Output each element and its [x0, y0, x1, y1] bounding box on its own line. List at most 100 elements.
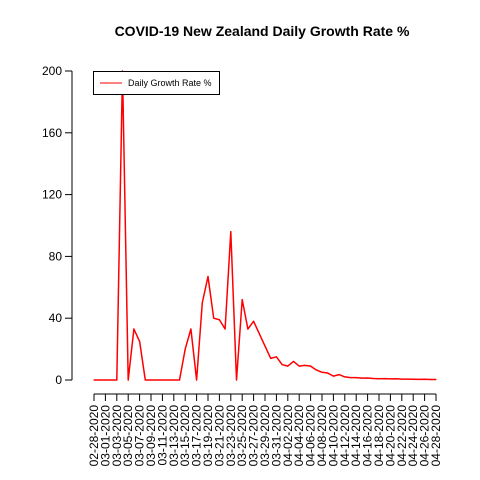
x-tick-label: 04-08-2020 [315, 405, 329, 467]
x-tick-label: 03-17-2020 [190, 405, 204, 467]
data-point [150, 379, 152, 381]
data-point [230, 231, 232, 233]
data-point [139, 340, 141, 342]
series-line [94, 70, 436, 381]
data-point [310, 365, 312, 367]
x-tick-label: 03-31-2020 [269, 405, 283, 467]
data-point [213, 317, 215, 319]
data-point [298, 365, 300, 367]
x-tick-label: 03-09-2020 [144, 405, 158, 467]
data-point [110, 379, 112, 381]
x-tick-label: 04-20-2020 [383, 405, 397, 467]
x-tick-label: 04-24-2020 [406, 405, 420, 467]
x-tick-label: 03-19-2020 [201, 405, 215, 467]
data-point [389, 378, 391, 380]
data-point [281, 363, 283, 366]
data-point [161, 379, 163, 381]
data-point [207, 275, 209, 278]
data-point [196, 379, 198, 381]
data-point [116, 379, 118, 381]
data-point [292, 360, 295, 363]
data-point [412, 378, 414, 380]
x-tick-label: 04-16-2020 [361, 405, 375, 467]
data-point [355, 377, 357, 379]
x-axis: 02-28-202003-01-202003-03-202003-05-2020… [87, 393, 443, 467]
y-tick-label: 80 [49, 249, 63, 263]
data-point [264, 345, 266, 347]
x-tick-label: 04-02-2020 [281, 405, 295, 467]
data-point [258, 333, 260, 335]
data-point [93, 379, 95, 381]
data-point [133, 328, 135, 330]
x-tick-label: 03-01-2020 [98, 405, 112, 467]
x-tick-label: 04-10-2020 [326, 405, 340, 467]
data-point [378, 378, 380, 380]
x-tick-label: 03-27-2020 [247, 405, 261, 467]
data-point [418, 378, 420, 380]
legend-box [93, 71, 220, 95]
data-point [201, 302, 203, 304]
data-point [429, 378, 431, 381]
x-tick-label: 03-03-2020 [110, 405, 124, 467]
data-point [190, 328, 192, 330]
data-point [395, 378, 397, 380]
data-point [327, 372, 329, 374]
y-tick-label: 160 [42, 126, 62, 140]
chart-title: COVID-19 New Zealand Daily Growth Rate % [115, 23, 410, 39]
x-tick-label: 04-06-2020 [304, 405, 318, 467]
x-tick-label: 04-28-2020 [429, 405, 443, 467]
data-point [235, 379, 238, 381]
data-point [275, 356, 277, 358]
data-point [173, 379, 175, 381]
data-point [384, 378, 386, 380]
data-point [241, 299, 243, 301]
x-tick-label: 02-28-2020 [87, 405, 101, 467]
y-tick-label: 200 [42, 64, 62, 78]
x-tick-label: 03-15-2020 [178, 405, 192, 467]
x-tick-label: 04-12-2020 [338, 405, 352, 467]
data-point [321, 371, 323, 373]
data-point [224, 328, 226, 330]
data-point [344, 376, 346, 378]
x-tick-label: 04-26-2020 [418, 405, 432, 467]
x-tick-label: 03-05-2020 [121, 405, 135, 467]
x-tick-label: 03-21-2020 [212, 405, 226, 467]
data-point [270, 357, 272, 359]
data-point [184, 348, 186, 350]
data-point [332, 375, 334, 377]
x-tick-label: 04-22-2020 [395, 405, 409, 467]
data-point [287, 365, 289, 367]
data-point [253, 320, 255, 322]
data-point [349, 377, 352, 379]
legend: Daily Growth Rate % [93, 71, 220, 95]
plot-area [93, 70, 437, 381]
data-point [315, 369, 317, 371]
x-tick-label: 03-07-2020 [133, 405, 147, 467]
data-point [144, 379, 146, 381]
x-tick-label: 04-14-2020 [349, 405, 363, 467]
data-point [99, 379, 101, 381]
y-tick-label: 40 [49, 311, 63, 325]
data-point [435, 378, 437, 381]
data-point [178, 379, 181, 381]
data-point [247, 328, 249, 330]
legend-label: Daily Growth Rate % [128, 78, 212, 88]
x-tick-label: 04-18-2020 [372, 405, 386, 467]
x-tick-label: 04-04-2020 [292, 405, 306, 467]
data-point [218, 319, 220, 321]
x-tick-label: 03-29-2020 [258, 405, 272, 467]
data-point [361, 377, 363, 379]
data-point [401, 378, 403, 380]
x-tick-label: 03-13-2020 [167, 405, 181, 467]
data-point [367, 377, 369, 379]
data-point [372, 377, 374, 380]
data-point [338, 373, 340, 376]
data-point [424, 378, 426, 380]
data-point [406, 378, 409, 380]
data-point [156, 379, 158, 381]
x-tick-label: 03-11-2020 [155, 405, 169, 466]
x-tick-label: 03-23-2020 [224, 405, 238, 467]
y-tick-label: 0 [55, 373, 62, 387]
data-point [104, 379, 106, 381]
